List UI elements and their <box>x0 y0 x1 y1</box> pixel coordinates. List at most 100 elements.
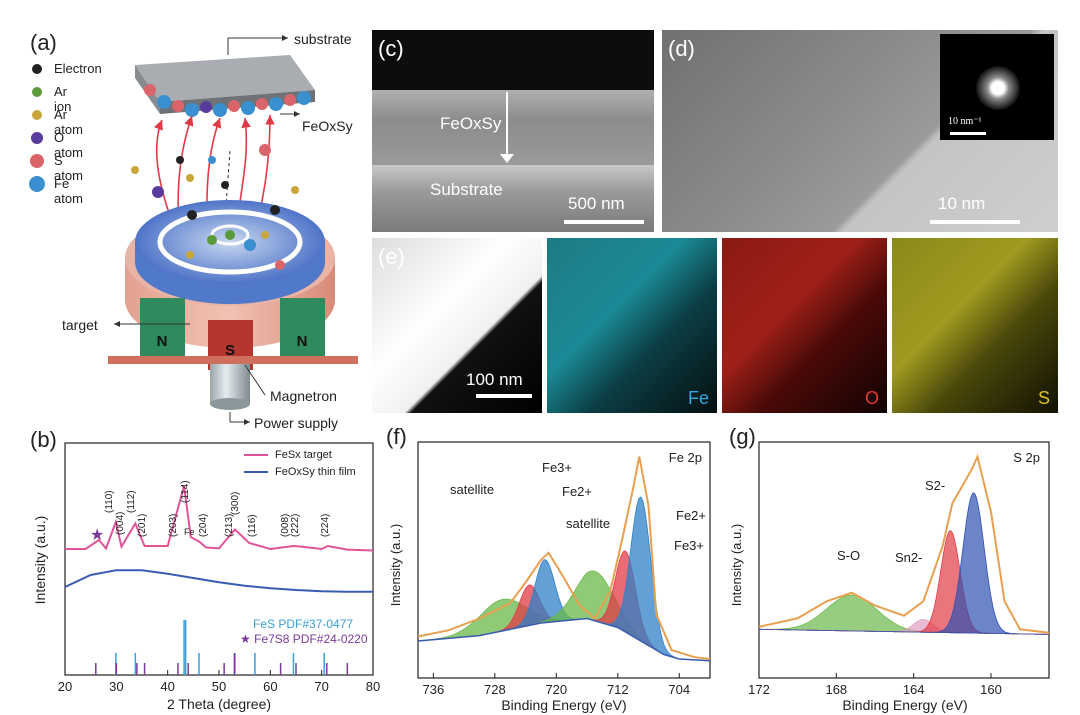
xrd-series-line <box>64 569 373 593</box>
target-callout: target <box>62 317 98 333</box>
fe-atom-icon <box>29 176 45 192</box>
magnet-label: S <box>225 342 235 359</box>
eds-map-fe: Fe <box>547 238 717 413</box>
panel-f-label: (f) <box>386 424 407 449</box>
panel-a: (a) Electron Ar ion Ar atom O atom S ato… <box>0 0 375 431</box>
magnet-label: N <box>157 333 168 350</box>
legend-fesx: FeSx target <box>275 449 332 461</box>
orbital-label: Fe 2p <box>669 450 702 465</box>
y-axis-label: Intensity (a.u.) <box>729 524 744 606</box>
magnet-label: N <box>297 333 308 350</box>
x-tick-label: 164 <box>903 682 925 697</box>
x-tick-label: 168 <box>825 682 847 697</box>
s-atom-icon <box>30 154 44 168</box>
ref-fe7s8: ★ Fe7S8 PDF#24-0220 <box>240 632 368 646</box>
x-tick-label: 720 <box>545 682 567 697</box>
fit-peak <box>759 530 1049 635</box>
impurity-star-icon: ★ <box>90 527 105 544</box>
thickness-arrow-icon <box>500 154 514 163</box>
x-tick-label: 704 <box>668 682 690 697</box>
panel-g: (g) 172 168 164 160 Intensity (a.u.) Bindin… <box>725 420 1075 715</box>
orbital-label: S 2p <box>1013 450 1040 465</box>
ar-ion-icon <box>32 87 42 97</box>
x-tick-label: 728 <box>484 682 506 697</box>
peak-annotation: satellite <box>566 516 611 531</box>
power-callout: Power supply <box>254 415 339 431</box>
x-axis-label: 2 Theta (degree) <box>167 696 271 712</box>
scale-text: 500 nm <box>568 194 625 213</box>
eds-map-s: S <box>892 238 1058 413</box>
magnet-n-left <box>140 298 185 356</box>
substrate-plate <box>135 55 315 102</box>
eds-map-o: O <box>722 238 887 413</box>
peak-annotation: Fe3+ <box>542 460 572 475</box>
scale-text: 10 nm <box>938 194 986 213</box>
fit-peak <box>417 570 711 662</box>
saed-inset: 10 nm⁻¹ <box>940 34 1054 140</box>
ref-fes: FeS PDF#37-0477 <box>253 617 354 631</box>
peak-annotation: satellite <box>450 482 495 497</box>
fe2p-chart: 736 728 720 712 704 Intensity (a.u.) Binding… <box>388 441 711 713</box>
y-axis-label: Intensity (a.u.) <box>388 524 403 606</box>
peak-annotation: S2- <box>925 478 946 493</box>
peak-annotation: Fe2+ <box>676 508 706 523</box>
x-tick-label: 20 <box>58 679 72 694</box>
diffraction-ring <box>976 66 1020 110</box>
panel-f: (f) 736 728 720 712 704 Intensity (a.u.) Bin… <box>380 420 715 715</box>
panel-c-label: (c) <box>378 36 404 61</box>
x-tick-label: 80 <box>366 679 380 694</box>
film-text: FeOxSy <box>440 114 502 133</box>
plasma-particles <box>131 144 299 250</box>
panel-a-label: (a) <box>30 30 57 55</box>
peak-annotation: Sn2- <box>895 550 923 565</box>
panel-e-label: (e) <box>378 244 405 269</box>
panel-c-sem: (c) FeOxSy Substrate 500 nm <box>372 30 654 232</box>
film-atoms <box>144 84 311 117</box>
scale-bar <box>930 220 1020 224</box>
magnet-n-right <box>280 298 325 356</box>
xrd-series-line <box>65 485 374 552</box>
panel-g-label: (g) <box>729 424 756 449</box>
s2p-chart: 172 168 164 160 Intensity (a.u.) Binding En… <box>729 441 1050 713</box>
panel-b: (b) 20 30 40 50 60 70 80 Intensity (a.u.) 2 Th… <box>0 425 385 715</box>
x-tick-label: 60 <box>263 679 277 694</box>
x-tick-label: 160 <box>980 682 1002 697</box>
x-tick-label: 30 <box>109 679 123 694</box>
substrate-callout: substrate <box>294 31 352 47</box>
magnetron-bar <box>108 356 358 364</box>
panel-e: (e) 100 nm Fe O S <box>372 238 1058 413</box>
inset-scale-text: 10 nm⁻¹ <box>948 116 982 127</box>
peak-annotation: S-O <box>837 548 861 563</box>
peak-annotation: Fe2+ <box>562 484 592 499</box>
x-axis-label: Binding Energy (eV) <box>842 697 967 713</box>
fit-envelope-line <box>758 453 1050 634</box>
film-layer <box>372 90 654 165</box>
x-tick-label: 736 <box>423 682 445 697</box>
xrd-chart: 20 30 40 50 60 70 80 Intensity (a.u.) 2 Theta … <box>32 442 380 712</box>
o-atom-icon <box>31 132 43 144</box>
fit-peak <box>417 550 711 662</box>
star-icon: ★ <box>240 632 251 646</box>
x-tick-label: 172 <box>748 682 770 697</box>
legend-film: FeOxSy thin film <box>275 466 356 478</box>
substrate-text: Substrate <box>430 180 503 199</box>
fit-envelope-line <box>417 456 711 660</box>
x-tick-label: 40 <box>160 679 174 694</box>
x-axis-label: Binding Energy (eV) <box>501 697 626 713</box>
background-line <box>417 617 711 662</box>
scale-bar <box>564 220 644 224</box>
film-callout: FeOxSy <box>302 118 353 134</box>
panel-b-label: (b) <box>30 427 57 452</box>
fit-peak <box>759 492 1049 635</box>
magnetron-callout: Magnetron <box>270 388 337 404</box>
x-tick-label: 70 <box>314 679 328 694</box>
panel-d-label: (d) <box>668 36 695 61</box>
y-axis-label: Intensity (a.u.) <box>32 516 48 605</box>
scale-bar <box>476 394 532 398</box>
scale-text: 100 nm <box>466 370 523 389</box>
ar-atom-icon <box>32 110 42 120</box>
peak-annotation: Fe3+ <box>674 538 704 553</box>
power-cylinder <box>210 364 250 404</box>
panel-d-tem: (d) 10 nm⁻¹ 10 nm <box>662 30 1058 232</box>
x-tick-label: 712 <box>607 682 629 697</box>
